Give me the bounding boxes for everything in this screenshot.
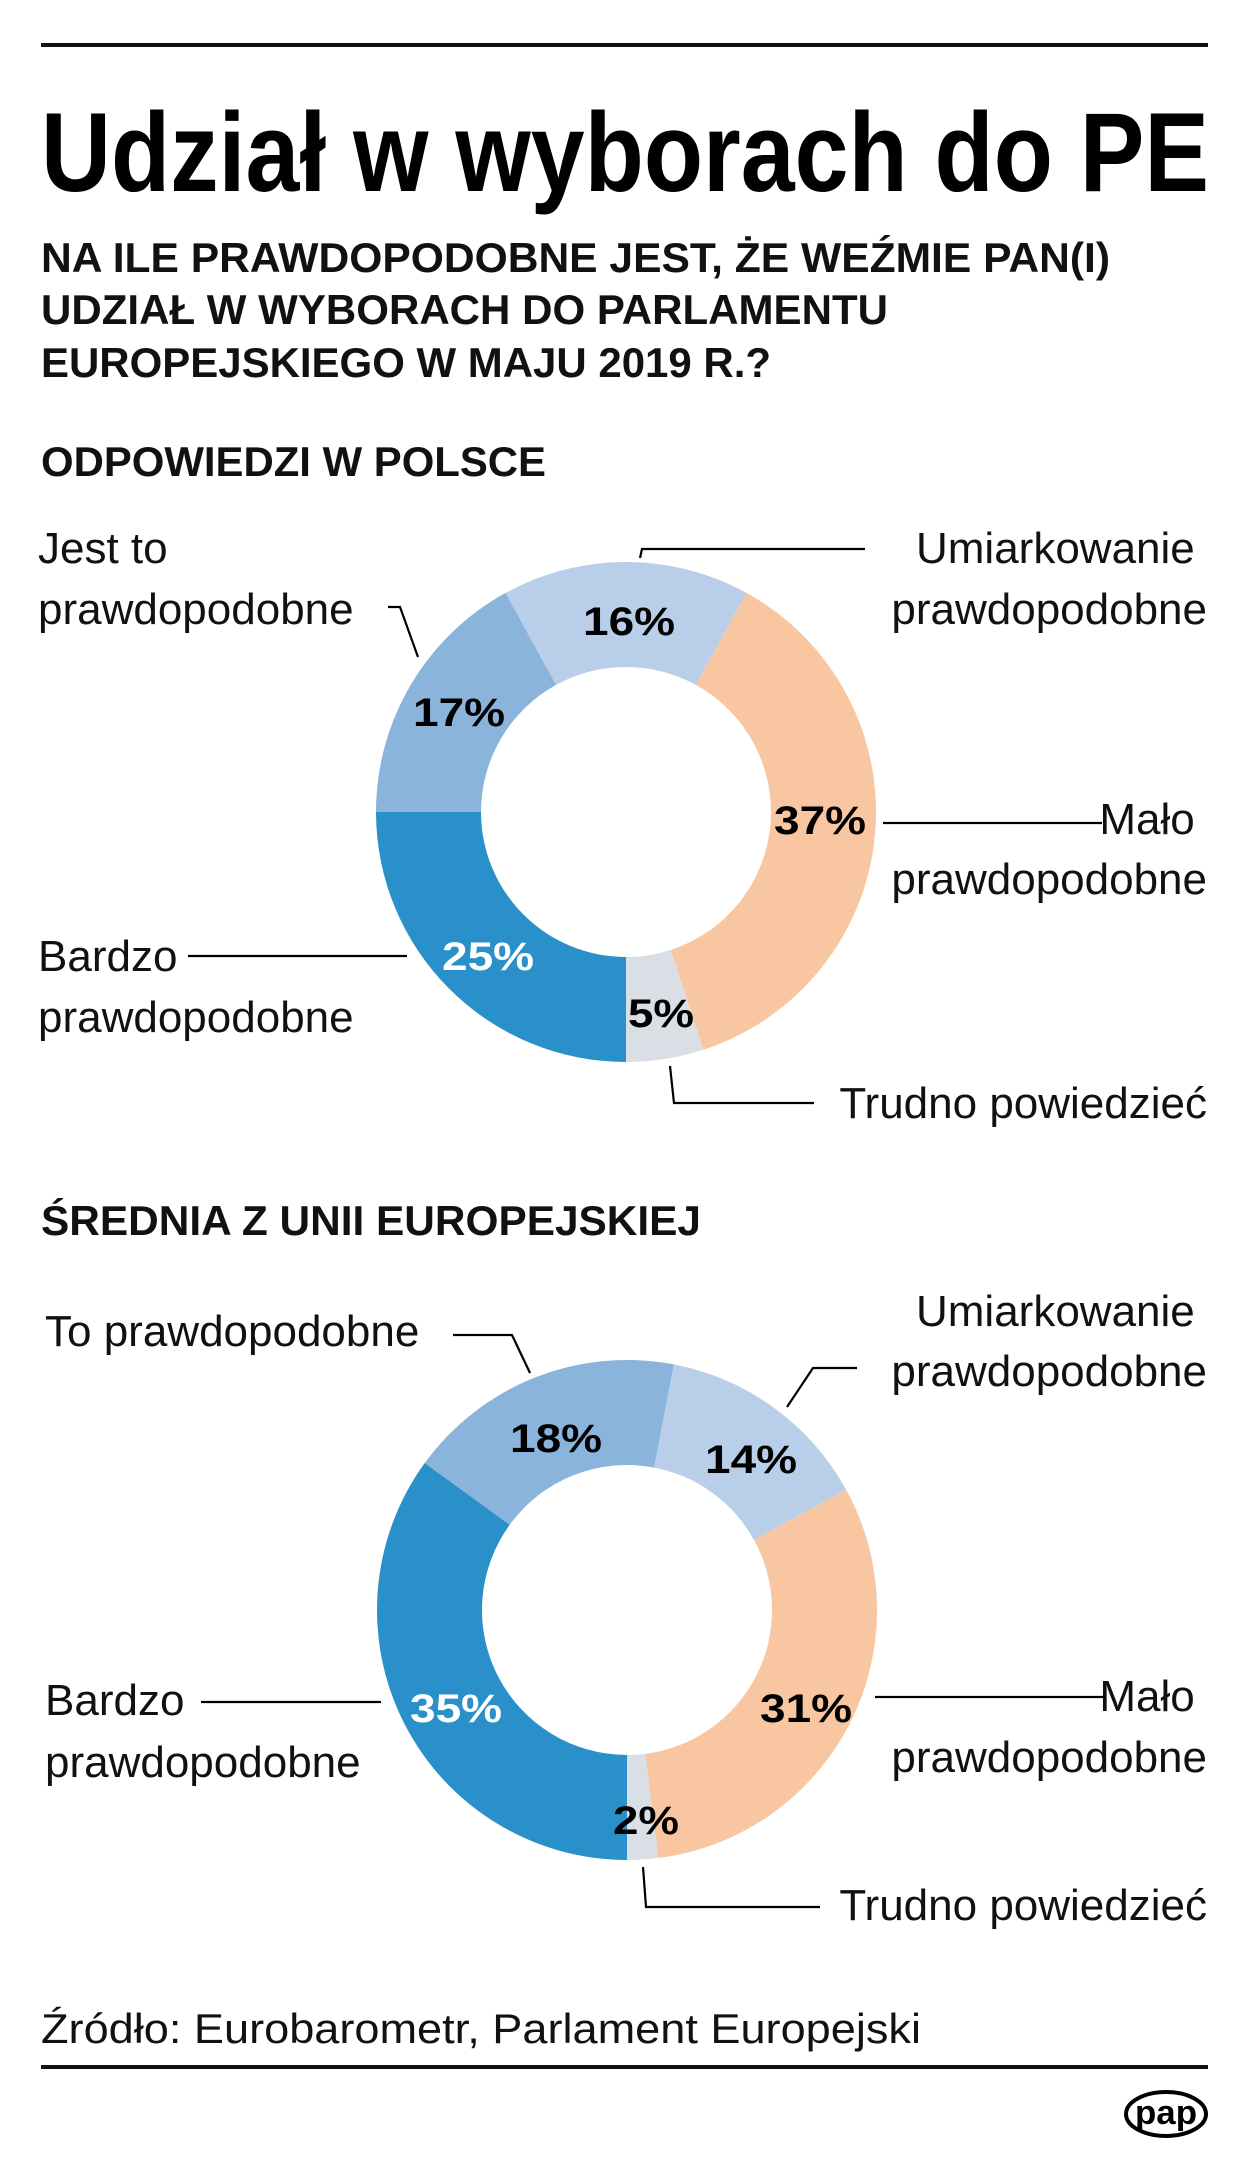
donut-chart-poland — [376, 562, 877, 1062]
donut-slice-umiarkowanie — [505, 562, 747, 685]
pap-logo: pap — [1124, 2090, 1208, 2138]
label-umiarkowanie: Umiarkowanie prawdopodobne — [891, 1287, 1207, 1396]
label-line: Bardzo — [45, 1676, 184, 1725]
label-line: prawdopodobne — [45, 1738, 361, 1787]
label-line: prawdopodobne — [891, 855, 1207, 904]
label-trudno: Trudno powiedzieć — [839, 1079, 1207, 1128]
pct-label-bardzo: 25% — [442, 935, 534, 979]
label-line: Trudno powiedzieć — [839, 1079, 1207, 1128]
pct-label-bardzo: 35% — [410, 1687, 502, 1731]
page-title: Udział w wyborach do PE — [41, 90, 1209, 215]
question-line: NA ILE PRAWDOPODOBNE JEST, ŻE WEŹMIE PAN… — [41, 234, 1110, 281]
pap-logo-ring — [1124, 2090, 1208, 2138]
label-line: Bardzo — [38, 932, 177, 981]
pct-label-malo: 31% — [760, 1687, 852, 1731]
label-line: prawdopodobne — [891, 585, 1207, 634]
source-note: Źródło: Eurobarometr, Parlament Europejs… — [41, 2005, 921, 2052]
pct-label-umiarkowanie: 16% — [583, 600, 675, 644]
donut-slice-umiarkowanie — [654, 1364, 847, 1541]
label-line: To prawdopodobne — [45, 1307, 419, 1356]
donut-slice-trudno — [627, 1753, 659, 1860]
leader-line-umiarkowanie — [786, 1366, 857, 1408]
section-title-poland: ODPOWIEDZI W POLSCE — [41, 438, 546, 485]
leader-line-to-prawdopodobne — [453, 1333, 531, 1374]
label-line: prawdopodobne — [891, 1733, 1207, 1782]
leader-line-trudno — [641, 1866, 820, 1909]
donut-slice-jest-to — [376, 592, 557, 812]
label-line: prawdopodobne — [891, 1347, 1207, 1396]
pct-label-trudno: 2% — [613, 1799, 679, 1843]
label-to-prawdopodobne: To prawdopodobne — [45, 1307, 419, 1356]
leader-line-trudno — [668, 1065, 814, 1105]
leader-line-umiarkowanie — [638, 547, 865, 559]
label-bardzo: Bardzo prawdopodobne — [38, 932, 354, 1042]
label-line: Umiarkowanie — [916, 1287, 1195, 1336]
donut-slice-trudno — [626, 949, 704, 1062]
section-title-eu: ŚREDNIA Z UNII EUROPEJSKIEJ — [41, 1196, 701, 1244]
label-line: prawdopodobne — [38, 993, 354, 1042]
label-line: Trudno powiedzieć — [839, 1881, 1207, 1930]
donut-chart-eu — [376, 1360, 878, 1861]
pct-label-trudno: 5% — [628, 992, 694, 1036]
donut-slice-malo — [645, 1489, 878, 1859]
question-line: UDZIAŁ W WYBORACH DO PARLAMENTU — [41, 286, 888, 333]
label-bardzo: Bardzo prawdopodobne — [45, 1676, 361, 1787]
question-line: EUROPEJSKIEGO W MAJU 2019 R.? — [41, 339, 771, 386]
label-line: prawdopodobne — [38, 585, 354, 634]
leader-line-jest-to — [388, 605, 420, 658]
label-umiarkowanie: Umiarkowanie prawdopodobne — [891, 524, 1207, 634]
label-line: Mało — [1099, 1672, 1194, 1721]
donut-slice-malo — [670, 592, 877, 1050]
donut-slice-bardzo — [376, 812, 626, 1062]
pct-label-to-prawdopodobne: 18% — [510, 1417, 602, 1461]
label-malo: Mało prawdopodobne — [891, 795, 1207, 904]
donut-slice-bardzo — [376, 1463, 627, 1861]
label-malo: Mało prawdopodobne — [891, 1672, 1207, 1782]
question: NA ILE PRAWDOPODOBNE JEST, ŻE WEŹMIE PAN… — [41, 234, 1110, 386]
label-trudno: Trudno powiedzieć — [839, 1881, 1207, 1930]
label-line: Umiarkowanie — [916, 524, 1195, 573]
pct-label-umiarkowanie: 14% — [705, 1438, 797, 1482]
label-line: Jest to — [38, 524, 168, 573]
donut-slice-jest-to — [424, 1360, 674, 1525]
pap-logo-text: pap — [1135, 2094, 1197, 2132]
pct-label-malo: 37% — [774, 799, 866, 843]
label-line: Mało — [1099, 795, 1194, 844]
label-jest-to: Jest to prawdopodobne — [38, 524, 354, 634]
pct-label-jest-to: 17% — [413, 691, 505, 735]
